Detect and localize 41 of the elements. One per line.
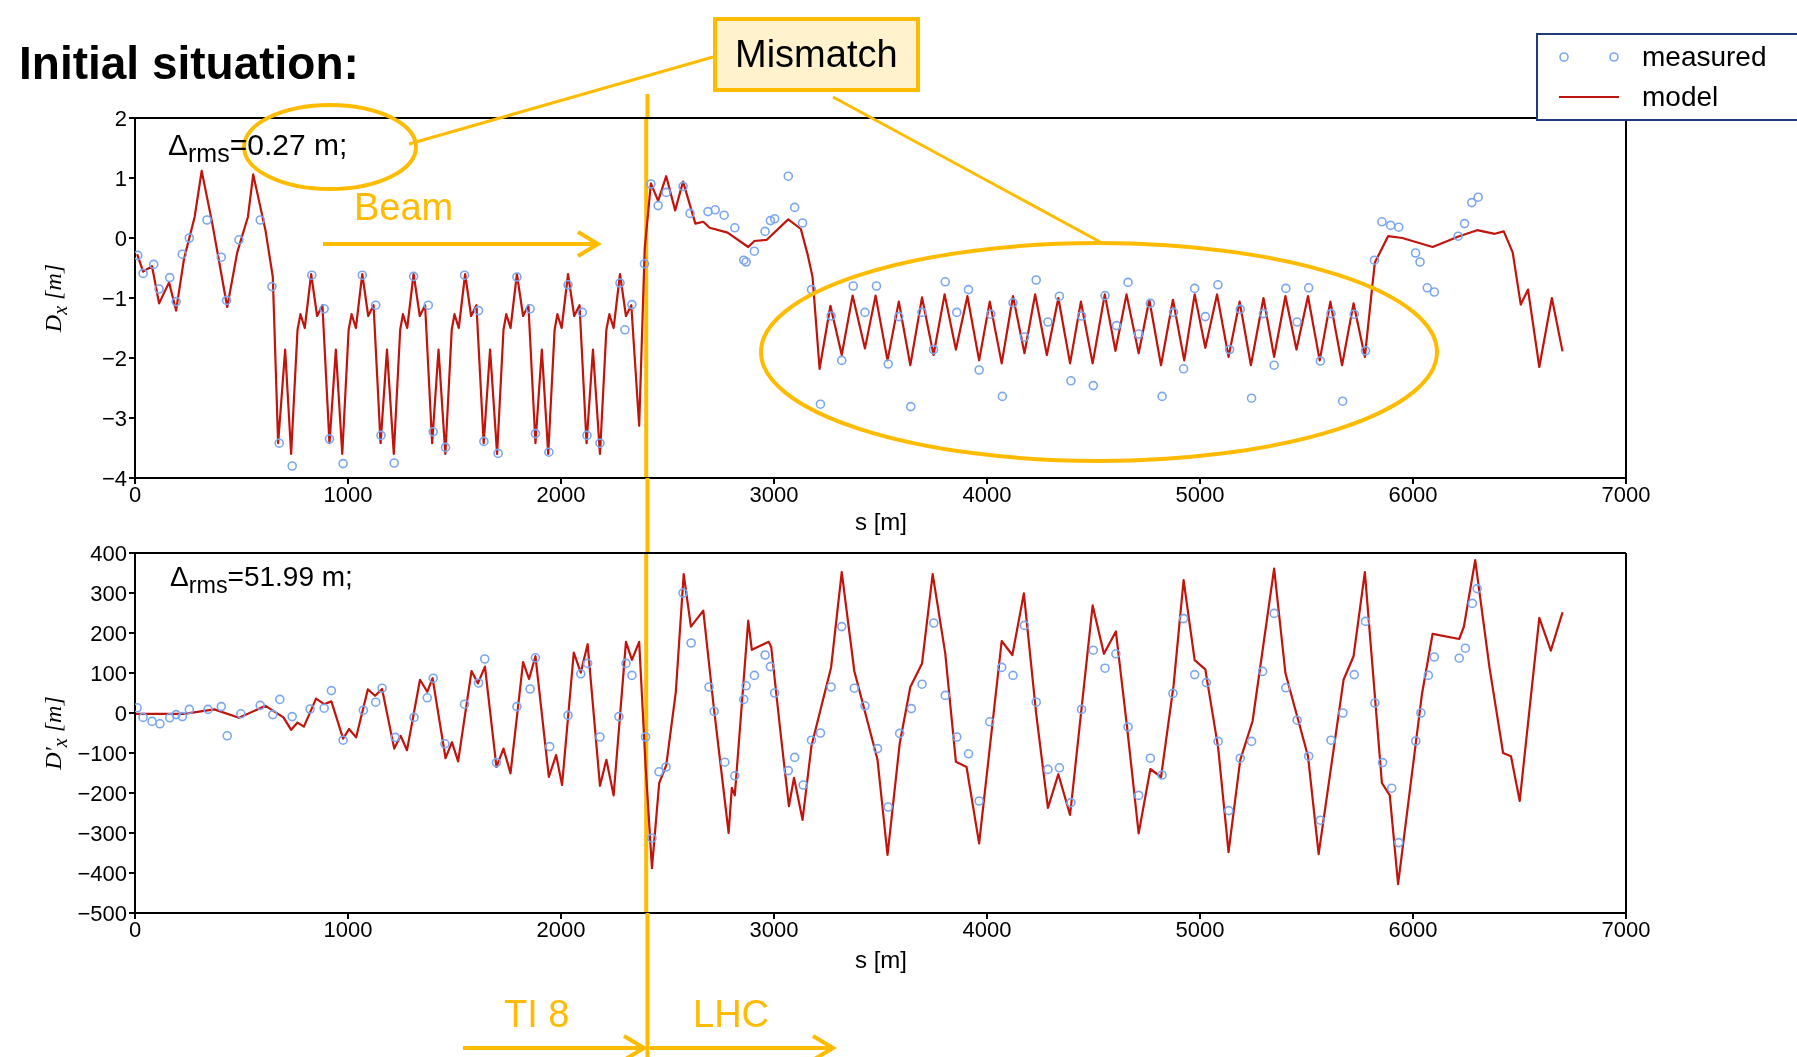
x-tick-label: 5000	[1175, 481, 1225, 507]
text: Mismatch	[713, 17, 920, 92]
y-tick-label: −1	[101, 285, 127, 311]
y-tick-label: 0	[114, 700, 127, 726]
x-tick-label: 2000	[536, 916, 586, 942]
x-tick-label: 1000	[323, 916, 373, 942]
x-tick-label: 6000	[1388, 916, 1438, 942]
y-tick-label: 300	[90, 580, 127, 606]
x-tick-label: 3000	[749, 916, 799, 942]
annotation: Beam	[354, 186, 454, 229]
x-tick-label: 5000	[1175, 916, 1225, 942]
legend-label: measured	[1642, 40, 1767, 74]
annotation: Δ$_{rms}$=51.99 m;	[170, 561, 353, 599]
y-tick-label: −300	[77, 820, 127, 846]
y-tick-label: −3	[101, 405, 127, 431]
x-tick-label: 7000	[1601, 481, 1651, 507]
y-tick-label: 400	[90, 540, 127, 566]
y-tick-label: 200	[90, 620, 127, 646]
y-tick-label: −100	[77, 740, 127, 766]
x-tick-label: 3000	[749, 481, 799, 507]
x-axis-title: s [m]	[855, 946, 907, 974]
y-tick-label: 100	[90, 660, 127, 686]
text: TI 8	[504, 993, 570, 1036]
x-tick-label: 7000	[1601, 916, 1651, 942]
y-tick-label: −200	[77, 780, 127, 806]
chart-title: Initial situation:	[19, 36, 359, 90]
x-tick-label: 4000	[962, 916, 1012, 942]
y-tick-label: −4	[101, 465, 127, 491]
y-tick-label: −2	[101, 345, 127, 371]
y-tick-label: 0	[114, 225, 127, 251]
y-tick-label: 2	[114, 105, 127, 131]
x-tick-label: 6000	[1388, 481, 1438, 507]
x-tick-label: 4000	[962, 481, 1012, 507]
y-tick-label: −500	[77, 900, 127, 926]
legend-label: model	[1642, 80, 1719, 114]
x-tick-label: 2000	[536, 481, 586, 507]
y-tick-label: 1	[114, 165, 127, 191]
x-axis-title: s [m]	[855, 508, 907, 536]
x-tick-label: 1000	[323, 481, 373, 507]
text: LHC	[693, 993, 770, 1036]
y-tick-label: −400	[77, 860, 127, 886]
